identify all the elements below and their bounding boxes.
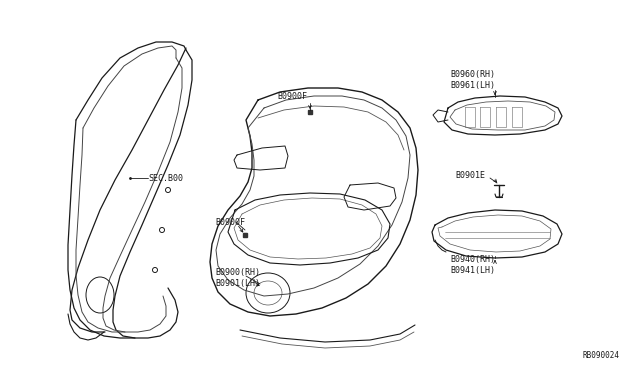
Text: B0940(RH)
B0941(LH): B0940(RH) B0941(LH) bbox=[450, 255, 495, 275]
Text: B0960(RH)
B0961(LH): B0960(RH) B0961(LH) bbox=[450, 70, 495, 90]
Text: RB090024: RB090024 bbox=[583, 351, 620, 360]
Text: SEC.B00: SEC.B00 bbox=[148, 173, 183, 183]
Text: B0901E: B0901E bbox=[455, 170, 485, 180]
Text: B0900F: B0900F bbox=[277, 92, 307, 100]
Text: B0900F: B0900F bbox=[215, 218, 245, 227]
Text: B0900(RH)
B0901(LH): B0900(RH) B0901(LH) bbox=[215, 268, 260, 288]
